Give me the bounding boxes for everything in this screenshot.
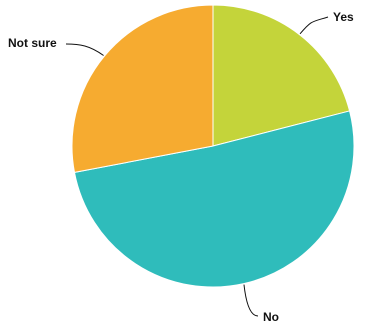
pie-labels: Yes No Not sure <box>8 10 354 324</box>
pie-label-not-sure: Not sure <box>8 36 57 50</box>
pie-label-yes: Yes <box>333 10 354 24</box>
pie-slice-not-sure <box>71 4 214 174</box>
pie-leader-lines <box>65 16 329 317</box>
pie-label-no: No <box>263 310 279 324</box>
pie-slice-no <box>73 110 355 288</box>
leader-line-no <box>243 284 259 317</box>
pie-slices <box>71 4 355 288</box>
leader-line-not-sure <box>65 43 104 56</box>
pie-slice-yes <box>212 4 351 147</box>
leader-line-yes <box>299 16 329 35</box>
